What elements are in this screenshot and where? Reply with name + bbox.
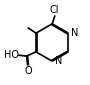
Text: HO: HO (4, 50, 19, 60)
Text: O: O (24, 66, 32, 76)
Text: N: N (71, 28, 78, 38)
Text: N: N (55, 56, 62, 66)
Text: Cl: Cl (50, 5, 59, 15)
